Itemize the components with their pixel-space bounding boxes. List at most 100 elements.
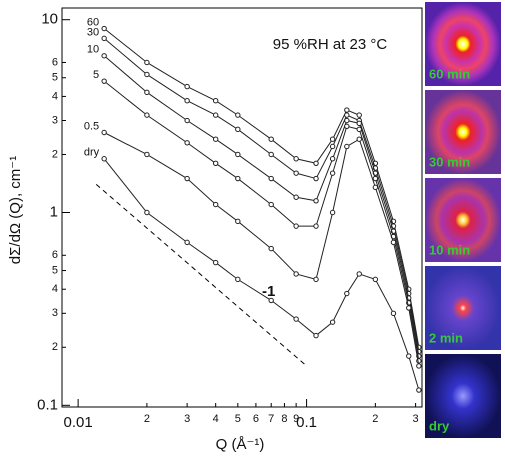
series-label: dry [84, 147, 100, 159]
data-point [293, 316, 299, 322]
data-point [344, 143, 350, 150]
data-point [212, 201, 219, 208]
series-line [103, 55, 420, 357]
data-point [344, 107, 350, 113]
data-point [390, 239, 397, 246]
y-tick-label: 6 [52, 56, 58, 68]
inset-label: 10 min [429, 242, 470, 257]
data-point [372, 184, 379, 191]
data-point [184, 239, 190, 246]
inset-label: 2 min [429, 330, 463, 345]
data-point [268, 297, 274, 304]
data-point [344, 117, 350, 124]
x-axis-label: Q (Å⁻¹) [216, 436, 265, 453]
data-point [184, 140, 190, 146]
data-point [313, 198, 319, 204]
data-point [235, 126, 241, 133]
data-point [293, 271, 299, 277]
data-point [416, 363, 422, 369]
y-tick-label: 4 [52, 283, 58, 295]
insets: 60 min 30 min 10 min 2 min dry [425, 2, 501, 438]
y-tick-label: 4 [52, 90, 58, 102]
inset-label: dry [429, 418, 450, 433]
inset-image [425, 354, 501, 438]
y-tick-label: 2 [52, 148, 58, 160]
x-tick-label: 5 [235, 413, 241, 425]
series-label: 0.5 [84, 120, 99, 132]
reference-label: -1 [262, 283, 275, 300]
data-point [372, 175, 379, 182]
data-point [144, 112, 150, 118]
data-point [184, 175, 190, 182]
data-point [329, 143, 336, 150]
x-tick-label: 2 [144, 413, 150, 425]
x-tick-label: 0.01 [64, 414, 93, 431]
data-point [235, 175, 241, 182]
data-point [268, 136, 274, 142]
data-point [356, 271, 362, 277]
data-point [101, 25, 107, 32]
x-tick-label: 9 [293, 413, 299, 425]
data-point [144, 209, 150, 216]
data-point [313, 160, 319, 166]
inset-label: 60 min [429, 66, 470, 81]
x-tick-label: 2 [372, 413, 378, 425]
reference-line [95, 183, 307, 367]
data-point [406, 353, 412, 359]
y-tick-label: 0.1 [37, 396, 58, 413]
data-point [235, 151, 241, 158]
y-tick-label: 1 [50, 203, 58, 220]
data-point [101, 53, 107, 59]
data-point [356, 136, 362, 142]
series-label: 5 [93, 69, 99, 81]
x-tick-label: 4 [213, 413, 219, 425]
data-point [184, 98, 190, 104]
data-point [406, 305, 412, 311]
data-point [101, 156, 107, 162]
series-label: 60 [87, 16, 99, 28]
x-tick-label: 7 [268, 413, 274, 425]
x-tick-label: 6 [253, 413, 259, 425]
data-point [268, 245, 274, 252]
data-point [344, 123, 350, 129]
data-point [144, 89, 150, 96]
data-point [293, 170, 299, 176]
data-point [144, 71, 150, 78]
data-point [344, 112, 350, 118]
data-point [101, 78, 107, 84]
series-label: 30 [87, 26, 99, 38]
data-point [235, 218, 241, 225]
data-point [184, 83, 190, 90]
x-tick-label: 0.1 [296, 414, 317, 431]
y-tick-label: 3 [52, 307, 58, 319]
data-point [212, 136, 219, 142]
data-point [329, 136, 336, 142]
data-point [184, 117, 190, 124]
x-tick-label: 8 [281, 413, 287, 425]
data-point [416, 387, 422, 393]
y-tick-label: 3 [52, 114, 58, 126]
y-tick-label: 5 [52, 72, 58, 84]
series-label: 10 [87, 44, 99, 56]
y-tick-label: 5 [52, 264, 58, 276]
data-point [329, 209, 336, 216]
data-point [101, 129, 107, 136]
data-point [313, 332, 319, 339]
data-point [235, 276, 241, 283]
data-point [212, 160, 219, 166]
data-point [268, 175, 274, 182]
data-point [372, 276, 379, 283]
data-point [144, 151, 150, 158]
inset-image [425, 266, 501, 350]
inset-image [425, 178, 501, 262]
data-point [212, 112, 219, 118]
y-tick-label: 6 [52, 249, 58, 261]
data-point [390, 310, 397, 317]
data-point [329, 319, 336, 325]
data-point [329, 170, 336, 176]
data-point [268, 151, 274, 158]
series-line [103, 80, 420, 361]
y-tick-label: 2 [52, 341, 58, 353]
data-point [144, 59, 150, 66]
